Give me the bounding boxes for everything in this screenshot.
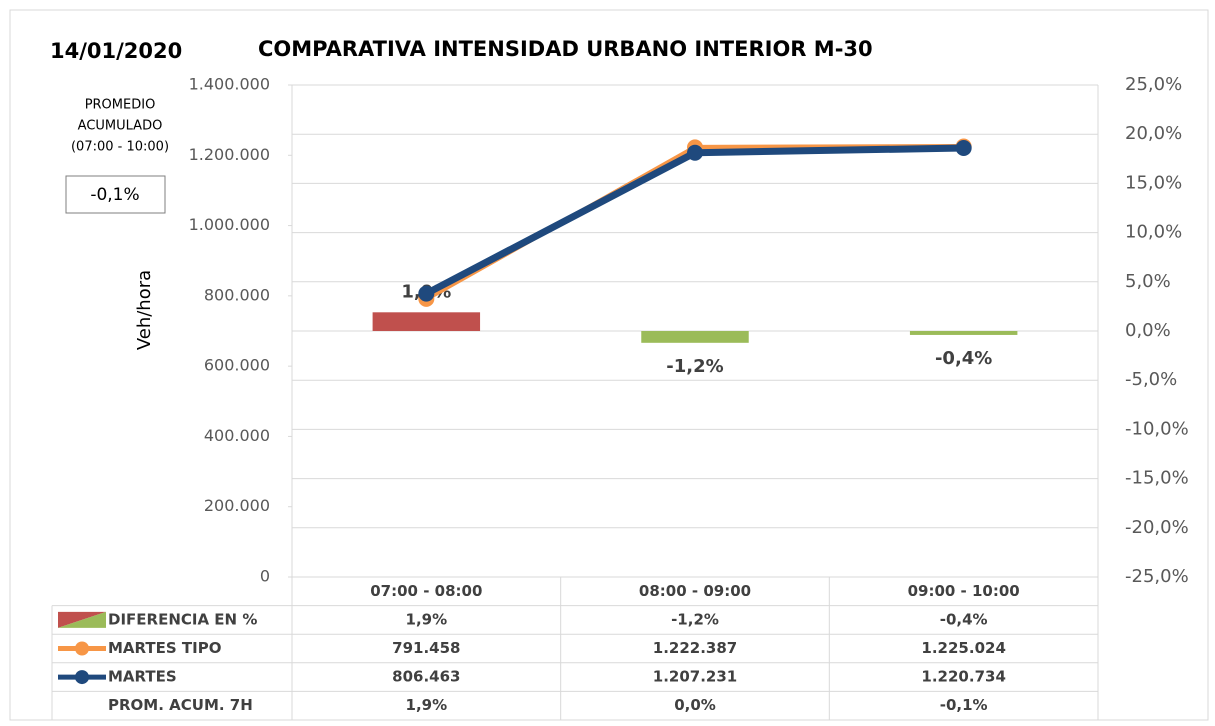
marker [955, 139, 972, 156]
summary-label: (07:00 - 10:00) [71, 140, 169, 155]
table-cell: 1.225.024 [921, 639, 1005, 657]
marker [687, 144, 703, 161]
y-tick-label: 200.000 [204, 496, 270, 515]
y2-tick-label: -15,0% [1125, 468, 1189, 489]
chart-title: COMPARATIVA INTENSIDAD URBANO INTERIOR M… [258, 37, 873, 61]
y2-tick-label: 10,0% [1125, 222, 1182, 243]
y2-tick-label: 25,0% [1125, 74, 1182, 95]
y-tick-label: 800.000 [204, 285, 270, 304]
x-tick-label: 09:00 - 10:00 [908, 582, 1020, 600]
table-cell: -0,4% [940, 610, 988, 628]
bar [372, 312, 481, 331]
y-tick-label: 1.200.000 [189, 145, 270, 164]
table-cell: 791.458 [392, 639, 460, 657]
legend-icon [58, 611, 106, 628]
table-cell: 0,0% [674, 696, 716, 714]
y2-tick-label: 5,0% [1125, 271, 1171, 292]
table-cell: 1.222.387 [653, 639, 737, 657]
y2-tick-label: -10,0% [1125, 418, 1189, 439]
table-cell: 1,9% [406, 696, 448, 714]
y2-tick-label: 0,0% [1125, 320, 1171, 341]
frame [9, 9, 1209, 721]
summary-box [65, 175, 166, 214]
marker [418, 285, 435, 302]
table-cell: -1,2% [671, 610, 719, 628]
x-tick-label: 08:00 - 09:00 [639, 582, 751, 600]
table-row-label: PROM. ACUM. 7H [108, 696, 253, 714]
bar [909, 331, 1018, 335]
legend-icon [75, 641, 89, 656]
summary-label: ACUMULADO [78, 119, 163, 134]
y2-tick-label: -20,0% [1125, 517, 1189, 538]
y2-tick-label: -5,0% [1125, 369, 1177, 390]
table-cell: 1.207.231 [653, 668, 737, 686]
table-cell: -0,1% [940, 696, 988, 714]
y2-tick-label: 15,0% [1125, 172, 1182, 193]
y-axis-label: Veh/hora [134, 270, 155, 350]
summary-value: -0,1% [90, 185, 139, 205]
legend-label: MARTES [108, 668, 177, 686]
summary-label: PROMEDIO [85, 98, 156, 113]
x-tick-label: 07:00 - 08:00 [370, 582, 482, 600]
y2-tick-label: -25,0% [1125, 566, 1189, 587]
y-tick-label: 1.400.000 [189, 75, 270, 94]
table-cell: 1.220.734 [921, 668, 1005, 686]
y-tick-label: 600.000 [204, 356, 270, 375]
y-tick-label: 0 [260, 567, 270, 586]
legend-icon [75, 670, 89, 685]
data-label: -1,2% [666, 356, 723, 377]
y2-tick-label: 20,0% [1125, 123, 1182, 144]
date: 14/01/2020 [50, 39, 182, 63]
legend-label: DIFERENCIA EN % [108, 610, 257, 628]
y-tick-label: 1.000.000 [189, 215, 270, 234]
y-tick-label: 400.000 [204, 426, 270, 445]
table-cell: 1,9% [406, 610, 448, 628]
data-label: -0,4% [935, 348, 992, 369]
table-cell: 806.463 [392, 668, 460, 686]
bar [641, 331, 749, 343]
legend-label: MARTES TIPO [108, 639, 221, 657]
